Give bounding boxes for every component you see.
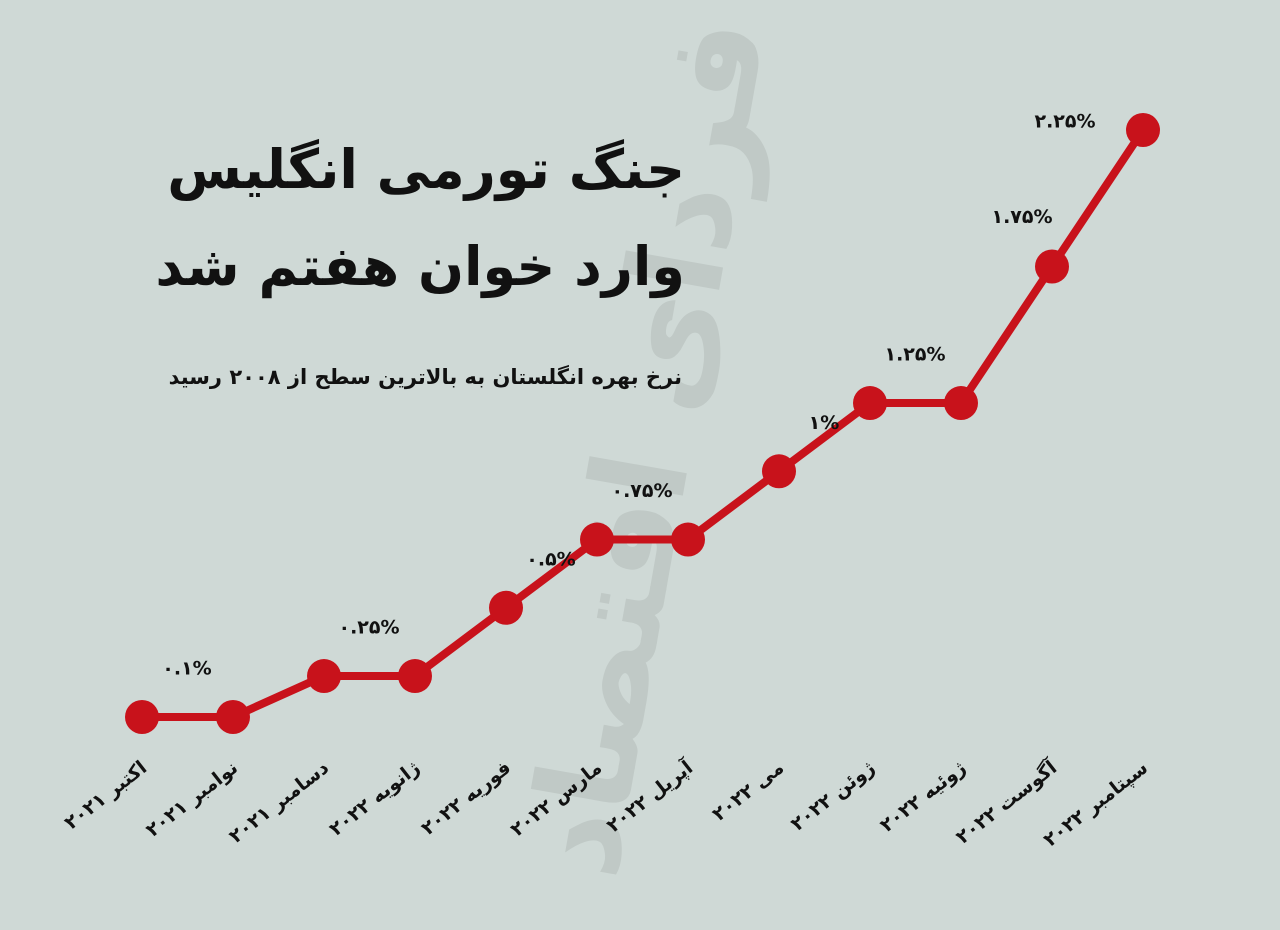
data-label: ۰.۲۵% [338,617,399,639]
point [398,659,432,694]
point [1126,113,1160,147]
point [762,454,796,489]
point [1035,249,1069,284]
point [216,700,250,734]
chart-title: وارد خوان هفتم شد [155,235,685,298]
data-label: ۰.۵% [526,548,575,570]
data-label: ۱.۲۵% [884,344,945,366]
data-label: ۱.۷۵% [991,206,1052,228]
chart-title: جنگ تورمی انگلیس [167,138,685,201]
data-label: ۰.۷۵% [611,480,672,502]
point [944,386,978,421]
point [489,590,523,625]
data-label: ۱% [809,412,840,434]
point [580,522,614,557]
data-label: ۰.۱% [162,658,211,680]
chart-subtitle: نرخ بهره انگلستان به بالاترین سطح از ۲۰۰… [169,364,682,389]
point [125,700,159,734]
point [853,386,887,421]
data-label: ۲.۲۵% [1034,111,1095,133]
point [671,522,705,557]
point [307,659,341,694]
